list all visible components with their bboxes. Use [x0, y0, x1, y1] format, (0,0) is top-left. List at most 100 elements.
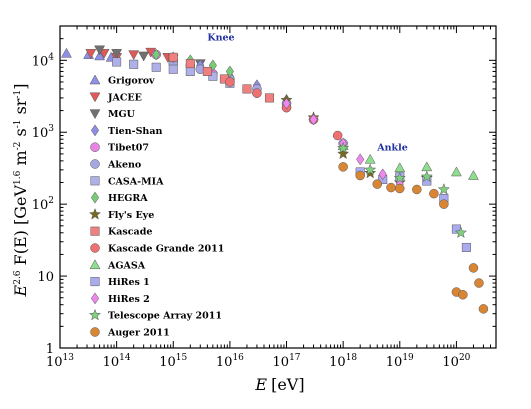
legend: Grigorov JACEE MGU Tien-Shan Tibet07 Akeno CAS…: [88, 74, 224, 339]
data-point: [364, 166, 377, 179]
series-telescope-array-2011: [337, 141, 468, 239]
legend-label: Grigorov: [108, 76, 155, 87]
data-point: [468, 170, 479, 180]
legend-label: HEGRA: [108, 193, 148, 204]
data-point: [185, 59, 195, 69]
data-point: [450, 166, 462, 177]
data-point: [454, 226, 468, 239]
legend-marker: [90, 124, 100, 137]
x-tick-label: 1014: [103, 353, 131, 370]
legend-marker: [90, 277, 100, 287]
data-point: [129, 59, 139, 69]
legend-label: Tien-Shan: [108, 126, 162, 137]
x-tick-label: 1017: [273, 353, 301, 370]
data-points: [61, 45, 489, 314]
legend-label: JACEE: [107, 92, 142, 103]
y-tick-label: 10: [37, 270, 54, 285]
legend-marker: [88, 207, 102, 220]
data-point: [337, 141, 350, 154]
legend-marker: [90, 292, 100, 305]
data-point: [202, 66, 212, 76]
legend-label: Auger 2011: [107, 328, 170, 339]
data-point: [61, 47, 72, 58]
legend-label: AGASA: [107, 260, 146, 271]
x-tick-labels: 1013 1014 1015 1016 1017 1018 1019 1020: [46, 353, 471, 370]
data-point: [395, 183, 405, 194]
data-point: [439, 199, 449, 209]
data-point: [386, 182, 396, 193]
legend-marker: [89, 109, 101, 120]
data-point: [138, 51, 150, 62]
legend-label: CASA-MIA: [108, 176, 164, 187]
annotation-knee: Knee: [207, 32, 234, 43]
data-point: [252, 88, 262, 98]
legend-label: HiRes 1: [108, 277, 150, 288]
data-point: [420, 170, 433, 183]
series-kascade: [168, 52, 274, 103]
data-point: [94, 50, 106, 61]
data-point: [378, 168, 387, 181]
y-axis-label: E2.6 F(E) [GeV1.6 m-2 s-1 sr-1]: [11, 84, 30, 298]
legend-marker: [90, 191, 100, 204]
data-point: [332, 130, 343, 141]
legend-marker: [90, 243, 100, 253]
x-tick-label: 1015: [159, 353, 187, 370]
data-point: [112, 57, 122, 67]
legend-label: MGU: [108, 109, 136, 120]
legend-label: Kascade: [108, 227, 152, 238]
data-point: [128, 50, 140, 61]
data-point: [85, 49, 97, 59]
data-point: [168, 64, 178, 74]
legend-label: Telescope Array 2011: [108, 311, 222, 322]
y-tick-label: 1: [46, 342, 54, 357]
annotations: Knee Ankle: [207, 32, 407, 153]
legend-label: Akeno: [107, 160, 141, 171]
data-point: [458, 290, 468, 300]
legend-marker: [89, 259, 101, 270]
data-point: [372, 179, 382, 189]
data-point: [356, 153, 365, 166]
data-point: [282, 97, 291, 110]
legend-label: HiRes 2: [108, 294, 150, 305]
data-point: [478, 304, 489, 314]
y-tick-label: 103: [32, 124, 55, 141]
axis-ticks: [59, 25, 497, 349]
x-tick-label: 1016: [216, 353, 244, 370]
data-point: [412, 184, 422, 195]
legend-marker: [90, 176, 100, 186]
data-point: [111, 49, 123, 59]
series-auger-2011: [338, 162, 489, 314]
data-point: [208, 59, 217, 72]
y-tick-label: 104: [32, 52, 55, 69]
data-point: [242, 84, 252, 94]
data-point: [461, 242, 471, 252]
data-point: [151, 62, 161, 72]
data-point: [94, 45, 106, 56]
x-tick-label: 1013: [46, 353, 74, 370]
data-point: [168, 52, 178, 62]
x-axis-label: E [eV]: [254, 375, 304, 394]
annotation-ankle: Ankle: [376, 142, 408, 153]
data-point: [337, 147, 350, 160]
data-point: [264, 93, 274, 103]
series-agasa: [337, 140, 479, 180]
data-point: [185, 66, 195, 76]
legend-label: Kascade Grande 2011: [108, 244, 224, 255]
legend-marker: [90, 142, 100, 152]
legend-marker: [89, 74, 101, 85]
data-point: [338, 162, 348, 172]
y-tick-labels: 1 10 102 103 104: [32, 52, 55, 357]
x-tick-label: 1018: [329, 353, 357, 370]
legend-marker: [90, 226, 100, 236]
plot-frame: [59, 25, 497, 349]
y-tick-label: 102: [32, 196, 54, 213]
legend-label: Fly's Eye: [108, 210, 154, 221]
data-point: [437, 183, 451, 195]
data-point: [393, 171, 406, 184]
data-point: [468, 263, 479, 273]
data-point: [364, 153, 376, 164]
legend-label: Tibet07: [108, 143, 149, 154]
data-point: [355, 170, 365, 181]
